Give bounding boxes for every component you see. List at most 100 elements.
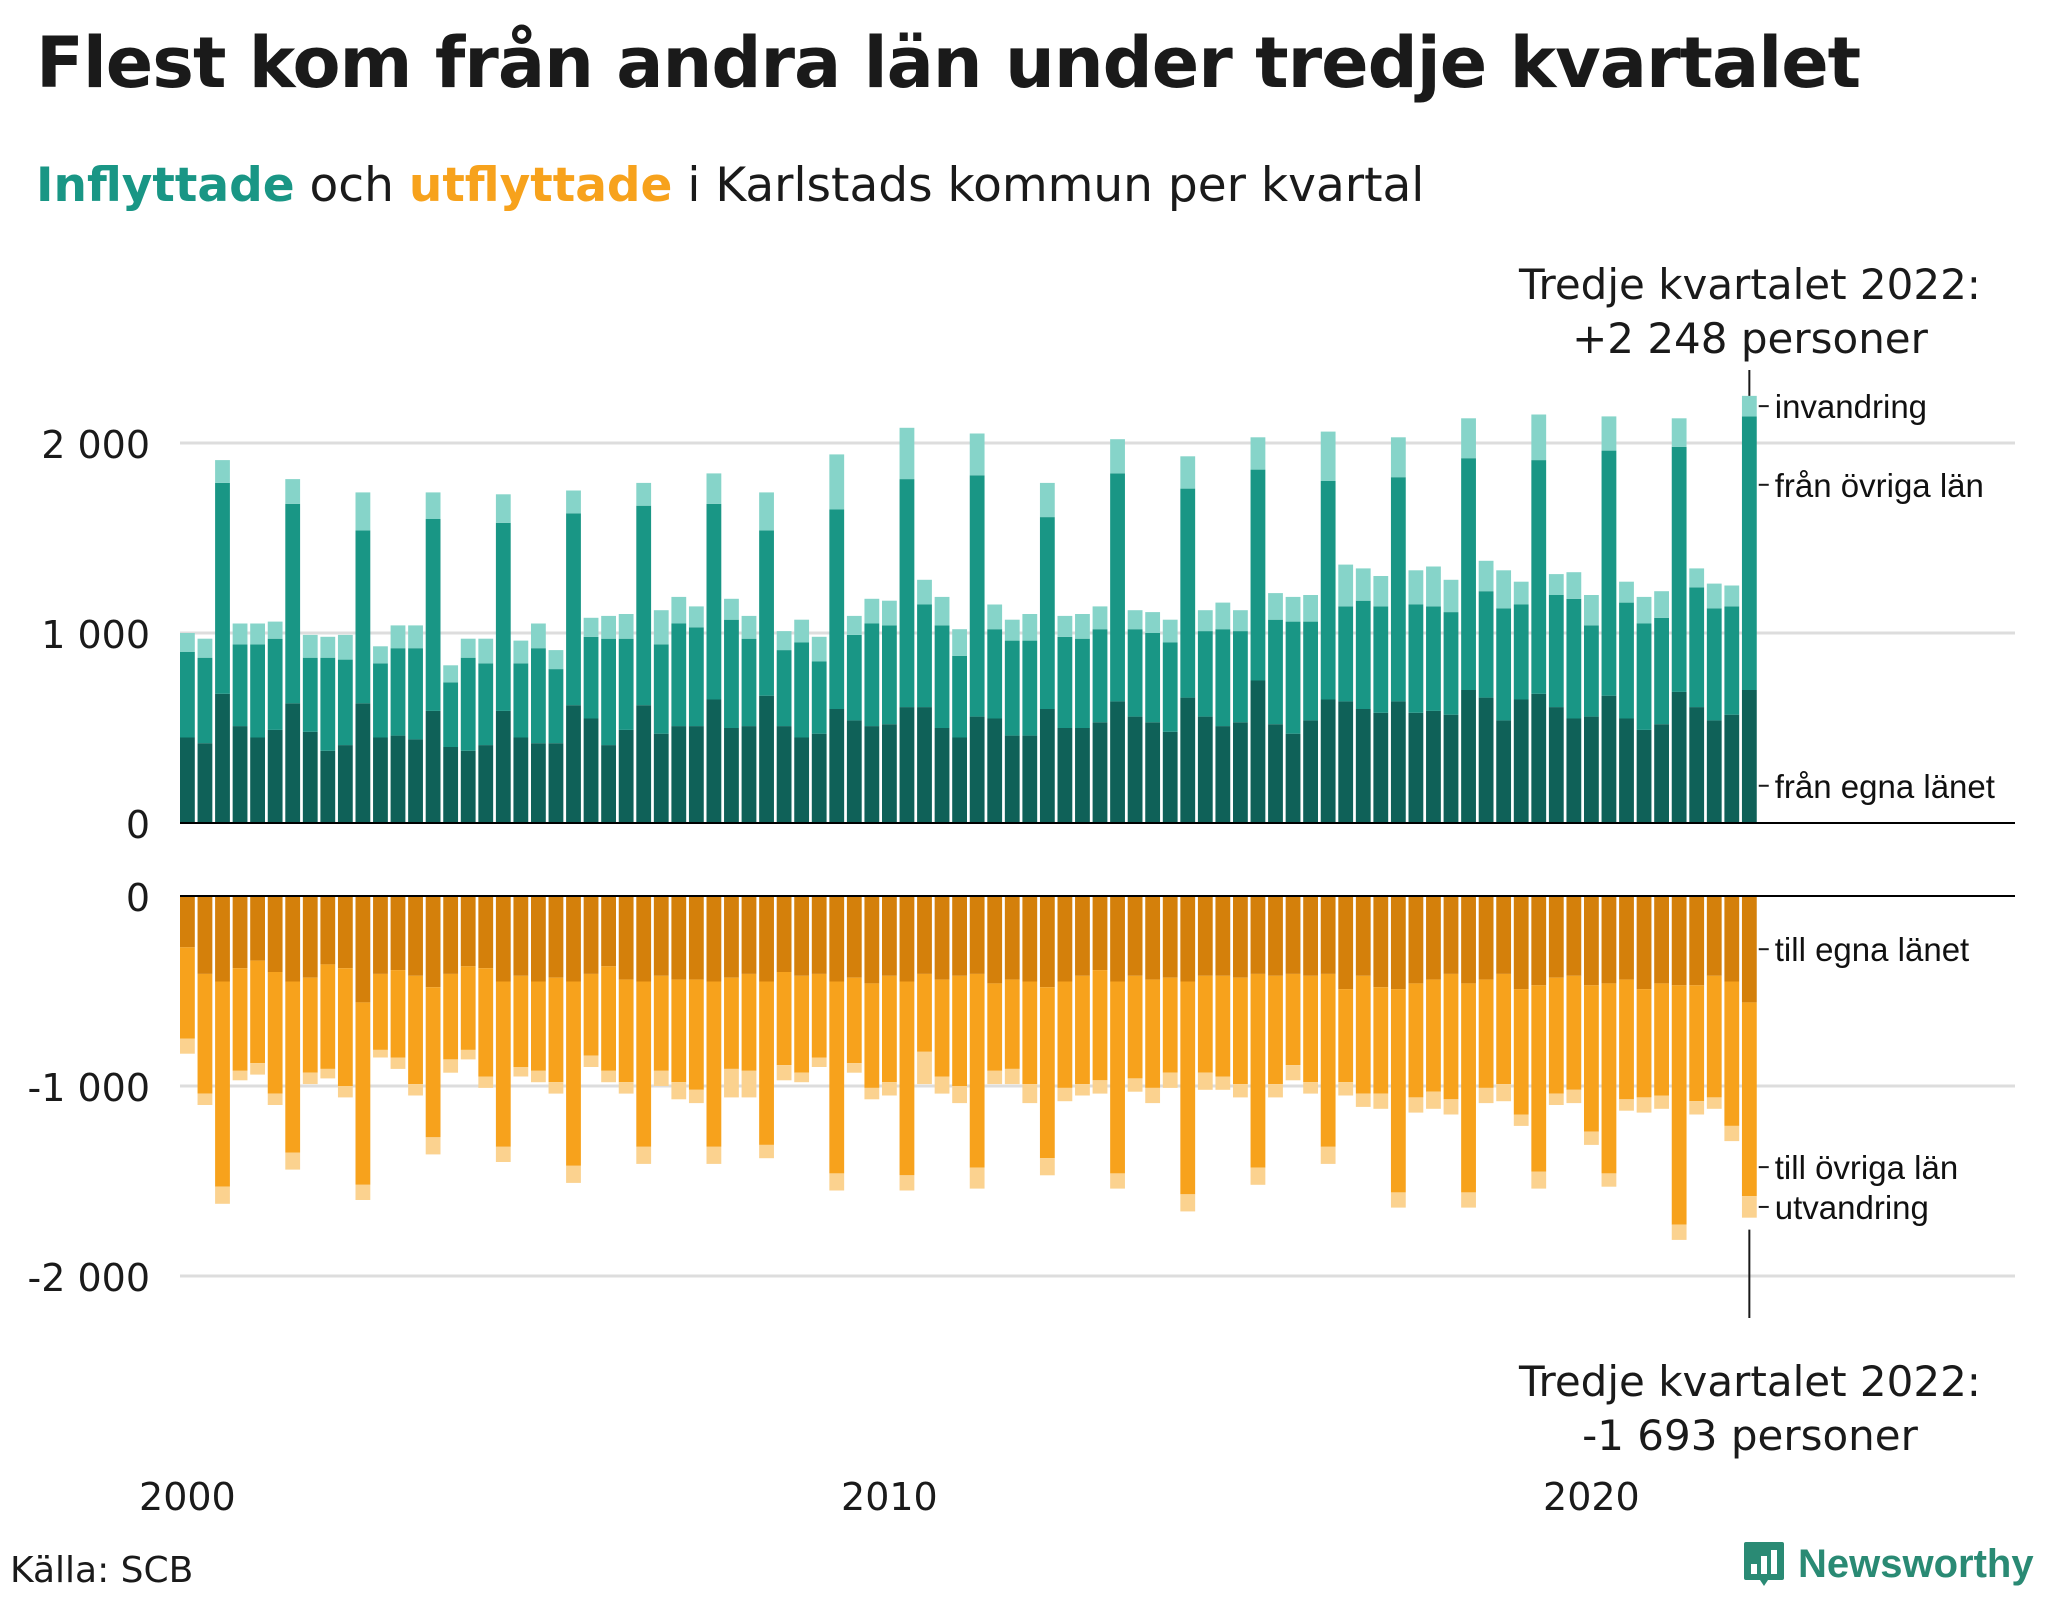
bar-ut-2: [1496, 1084, 1512, 1102]
bar-ut-1: [1689, 985, 1705, 1102]
bar-in-0: [232, 726, 248, 823]
bar-in-0: [1601, 695, 1617, 823]
bar-ut-2: [215, 1186, 230, 1204]
bar-in-0: [1022, 735, 1038, 823]
bar-ut-0: [917, 896, 932, 974]
bar-ut-0: [1233, 896, 1248, 978]
bar-in-1: [531, 648, 546, 744]
bar-ut-1: [267, 972, 283, 1094]
bar-in-1: [724, 619, 739, 728]
bar-in-0: [688, 726, 704, 823]
bar-ut-2: [1584, 1131, 1599, 1145]
bar-in-1: [1162, 642, 1178, 732]
bar-in-0: [180, 737, 195, 823]
bar-ut-1: [320, 964, 336, 1069]
bar-in-0: [460, 750, 476, 823]
bar-ut-1: [1197, 975, 1213, 1073]
bar-ut-2: [724, 1068, 739, 1098]
bar-ut-0: [1110, 896, 1125, 982]
bar-in-0: [1671, 691, 1687, 823]
bar-ut-2: [1741, 1196, 1757, 1218]
bar-in-0: [1039, 709, 1055, 823]
bar-ut-0: [1373, 896, 1389, 988]
bar-in-0: [882, 724, 897, 823]
bar-in-1: [1636, 623, 1652, 730]
bar-in-0: [302, 731, 318, 823]
bar-ut-2: [706, 1146, 722, 1164]
bar-ut-1: [1215, 975, 1231, 1077]
bar-in-0: [1636, 729, 1652, 823]
bar-ut-2: [1285, 1065, 1301, 1081]
bar-ut-2: [811, 1057, 827, 1067]
bar-chart-logo-icon: [1744, 1542, 1784, 1586]
bar-in-0: [653, 733, 669, 823]
bar-in-0: [1461, 690, 1476, 823]
bar-ut-2: [952, 1086, 967, 1104]
bar-ut-2: [250, 1063, 265, 1075]
bar-in-0: [1584, 716, 1599, 823]
bar-ut-2: [1162, 1072, 1178, 1088]
bar-ut-1: [1162, 977, 1178, 1073]
bar-in-1: [1285, 621, 1301, 734]
bar-ut-0: [1075, 896, 1090, 976]
x-tick-label: 2010: [841, 1475, 938, 1519]
bar-in-1: [706, 503, 722, 700]
bar-ut-1: [829, 981, 845, 1174]
bar-in-2: [1004, 619, 1020, 641]
bar-in-2: [390, 625, 406, 649]
bar-in-0: [250, 737, 265, 823]
bar-in-1: [1408, 604, 1424, 713]
bar-in-0: [741, 726, 757, 823]
bar-ut-1: [1285, 973, 1301, 1066]
bar-ut-0: [355, 896, 371, 1003]
series-label-till_egna_lanet: till egna länet: [1775, 931, 1969, 968]
bar-in-2: [1601, 416, 1617, 451]
bar-in-2: [337, 634, 353, 660]
bar-in-2: [1180, 456, 1196, 489]
bar-in-0: [215, 693, 230, 823]
bar-ut-0: [1584, 896, 1599, 986]
bar-in-0: [846, 720, 862, 823]
bar-in-0: [618, 729, 634, 823]
bar-ut-2: [531, 1070, 546, 1083]
bar-in-0: [811, 733, 827, 823]
subtitle-inflyttade: Inflyttade: [36, 158, 295, 213]
bar-ut-1: [724, 977, 739, 1069]
bar-ut-2: [1689, 1101, 1705, 1115]
bar-ut-1: [197, 973, 213, 1094]
bar-ut-0: [215, 896, 230, 982]
bar-in-0: [1426, 710, 1441, 823]
bar-ut-0: [759, 896, 774, 982]
bar-in-0: [1004, 735, 1020, 823]
bar-ut-1: [215, 981, 230, 1187]
bar-ut-1: [1233, 977, 1248, 1085]
bar-ut-2: [390, 1057, 406, 1069]
bar-ut-1: [1671, 985, 1687, 1225]
bar-ut-1: [1566, 975, 1582, 1090]
bar-ut-2: [1724, 1125, 1740, 1142]
bar-ut-0: [1443, 896, 1459, 974]
bar-ut-0: [583, 896, 599, 974]
bar-ut-2: [1110, 1173, 1125, 1189]
bar-in-1: [1057, 636, 1073, 728]
bar-in-2: [671, 596, 687, 624]
bar-ut-0: [302, 896, 318, 978]
x-tick-label: 2020: [1543, 1475, 1640, 1519]
bar-in-2: [759, 492, 774, 531]
bar-ut-0: [811, 896, 827, 974]
newsworthy-logo[interactable]: Newsworthy: [1742, 1540, 2034, 1588]
bar-in-2: [1320, 431, 1336, 481]
bar-ut-1: [1303, 975, 1318, 1083]
bar-in-2: [215, 460, 230, 483]
bar-ut-1: [1110, 981, 1125, 1174]
bar-ut-0: [531, 896, 546, 982]
bar-in-1: [1338, 606, 1354, 702]
bar-ut-2: [408, 1084, 423, 1096]
bar-ut-2: [1478, 1087, 1494, 1104]
bar-ut-2: [969, 1167, 985, 1189]
bar-ut-0: [1320, 896, 1336, 974]
bar-ut-0: [1531, 896, 1547, 986]
bar-ut-1: [1741, 1002, 1757, 1197]
bar-ut-0: [197, 896, 213, 974]
bar-in-2: [1443, 579, 1459, 613]
